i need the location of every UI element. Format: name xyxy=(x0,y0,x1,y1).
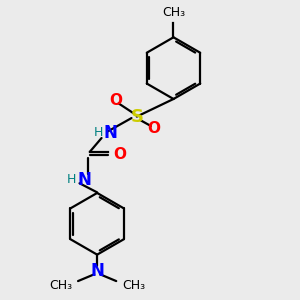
Text: O: O xyxy=(113,147,126,162)
Text: CH₃: CH₃ xyxy=(49,279,72,292)
Text: H: H xyxy=(94,126,103,139)
Text: S: S xyxy=(130,108,143,126)
Text: N: N xyxy=(77,171,91,189)
Text: CH₃: CH₃ xyxy=(122,279,145,292)
Text: H: H xyxy=(67,173,76,186)
Text: O: O xyxy=(147,122,160,136)
Text: O: O xyxy=(109,93,122,108)
Text: CH₃: CH₃ xyxy=(162,6,185,19)
Text: N: N xyxy=(104,124,118,142)
Text: N: N xyxy=(90,262,104,280)
